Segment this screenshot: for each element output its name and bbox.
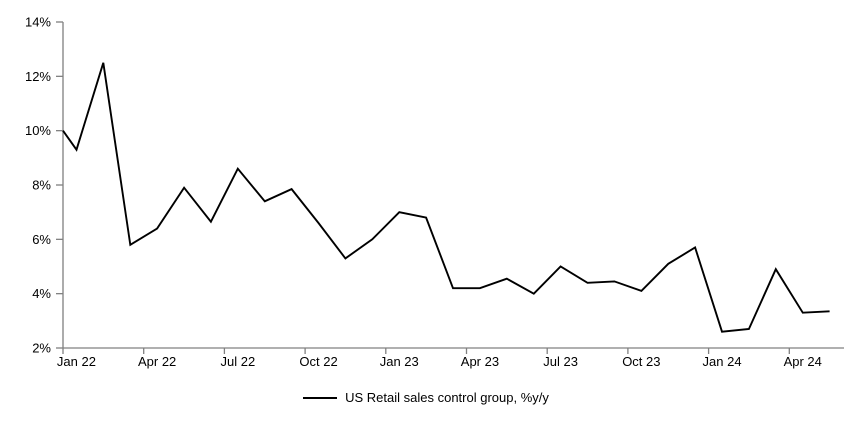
x-axis-tick-label: Apr 24 (784, 354, 822, 369)
x-axis-tick-label: Jul 23 (543, 354, 578, 369)
y-axis-tick-label: 4% (32, 286, 51, 301)
y-axis-tick-label: 2% (32, 341, 51, 356)
x-axis-tick-label: Oct 22 (299, 354, 337, 369)
y-axis-tick-label: 14% (25, 15, 51, 30)
x-axis-tick-label: Jan 22 (57, 354, 96, 369)
chart-legend: US Retail sales control group, %y/y (0, 390, 852, 405)
x-axis-tick-label: Apr 23 (461, 354, 499, 369)
series-line-us-retail-sales-control-group (62, 62, 830, 333)
y-axis-tick-label: 8% (32, 178, 51, 193)
x-axis-tick-label: Apr 22 (138, 354, 176, 369)
y-axis-tick-label: 12% (25, 69, 51, 84)
y-axis-tick-label: 10% (25, 123, 51, 138)
legend-label: US Retail sales control group, %y/y (345, 390, 549, 405)
y-axis-tick-label: 6% (32, 232, 51, 247)
x-axis-tick-label: Oct 23 (622, 354, 660, 369)
legend-line-swatch (303, 396, 338, 399)
x-axis-tick-label: Jan 23 (380, 354, 419, 369)
x-axis-tick-label: Jan 24 (703, 354, 742, 369)
x-axis-tick-label: Jul 22 (220, 354, 255, 369)
